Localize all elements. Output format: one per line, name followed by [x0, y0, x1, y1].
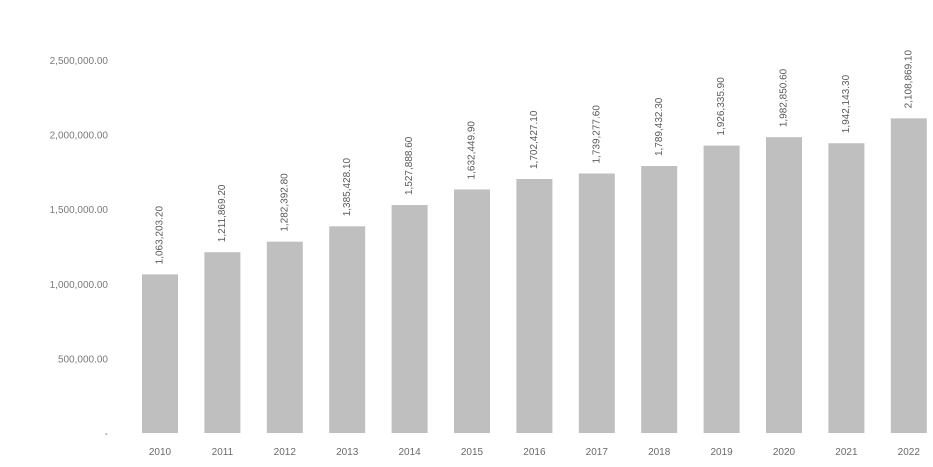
- x-tick-label: 2013: [336, 447, 359, 458]
- data-label: 1,739,277.60: [591, 105, 602, 164]
- data-label: 2,108,869.10: [903, 50, 914, 109]
- y-tick-label: 1,000,000.00: [50, 280, 109, 291]
- y-tick-label: 1,500,000.00: [50, 205, 109, 216]
- x-tick-label: 2016: [523, 447, 546, 458]
- bar: [828, 143, 865, 433]
- data-label: 1,385,428.10: [342, 157, 353, 216]
- y-tick-label: 2,500,000.00: [50, 56, 109, 67]
- data-label: 1,702,427.10: [529, 110, 540, 169]
- y-tick-label: 500,000.00: [58, 354, 108, 365]
- x-tick-label: 2020: [773, 447, 796, 458]
- y-tick-label: -: [105, 429, 108, 440]
- bar: [329, 226, 366, 433]
- data-label: 1,942,143.30: [841, 74, 852, 133]
- bar: [578, 173, 615, 433]
- data-labels: 1,063,203.20 1,211,869.20 1,282,392.80 1,38…: [155, 50, 915, 265]
- x-tick-label: 2019: [710, 447, 733, 458]
- data-label: 1,632,449.90: [467, 121, 478, 180]
- x-tick-label: 2021: [835, 447, 858, 458]
- bar: [703, 145, 740, 433]
- x-tick-label: 2014: [398, 447, 421, 458]
- data-label: 1,527,888.60: [404, 136, 415, 195]
- x-tick-label: 2011: [212, 447, 234, 458]
- bar: [890, 118, 927, 434]
- bar: [266, 241, 303, 433]
- bar: [766, 137, 802, 433]
- x-tick-label: 2017: [586, 447, 609, 458]
- bar: [454, 189, 490, 433]
- x-tick-label: 2022: [898, 447, 921, 458]
- bar: [142, 274, 178, 433]
- bar: [641, 166, 678, 433]
- data-label: 1,211,869.20: [217, 184, 228, 242]
- x-tick-label: 2012: [274, 447, 297, 458]
- data-label: 1,926,335.90: [716, 77, 727, 136]
- x-axis: 2010 2011 2012 2013 2014 2015 2016 2017 2018 2019…: [149, 447, 920, 458]
- x-tick-label: 2010: [149, 447, 172, 458]
- bar: [204, 252, 241, 433]
- bar: [391, 205, 428, 433]
- data-label: 1,063,203.20: [155, 206, 166, 265]
- data-label: 1,282,392.80: [279, 173, 290, 232]
- bars: [142, 118, 927, 434]
- x-tick-label: 2018: [648, 447, 671, 458]
- y-tick-label: 2,000,000.00: [50, 131, 109, 142]
- data-label: 1,789,432.30: [654, 97, 665, 156]
- y-axis: - 500,000.00 1,000,000.00 1,500,000.00 2,000…: [50, 56, 109, 440]
- x-tick-label: 2015: [461, 447, 484, 458]
- data-label: 1,982,850.60: [779, 68, 790, 127]
- bar: [516, 178, 553, 433]
